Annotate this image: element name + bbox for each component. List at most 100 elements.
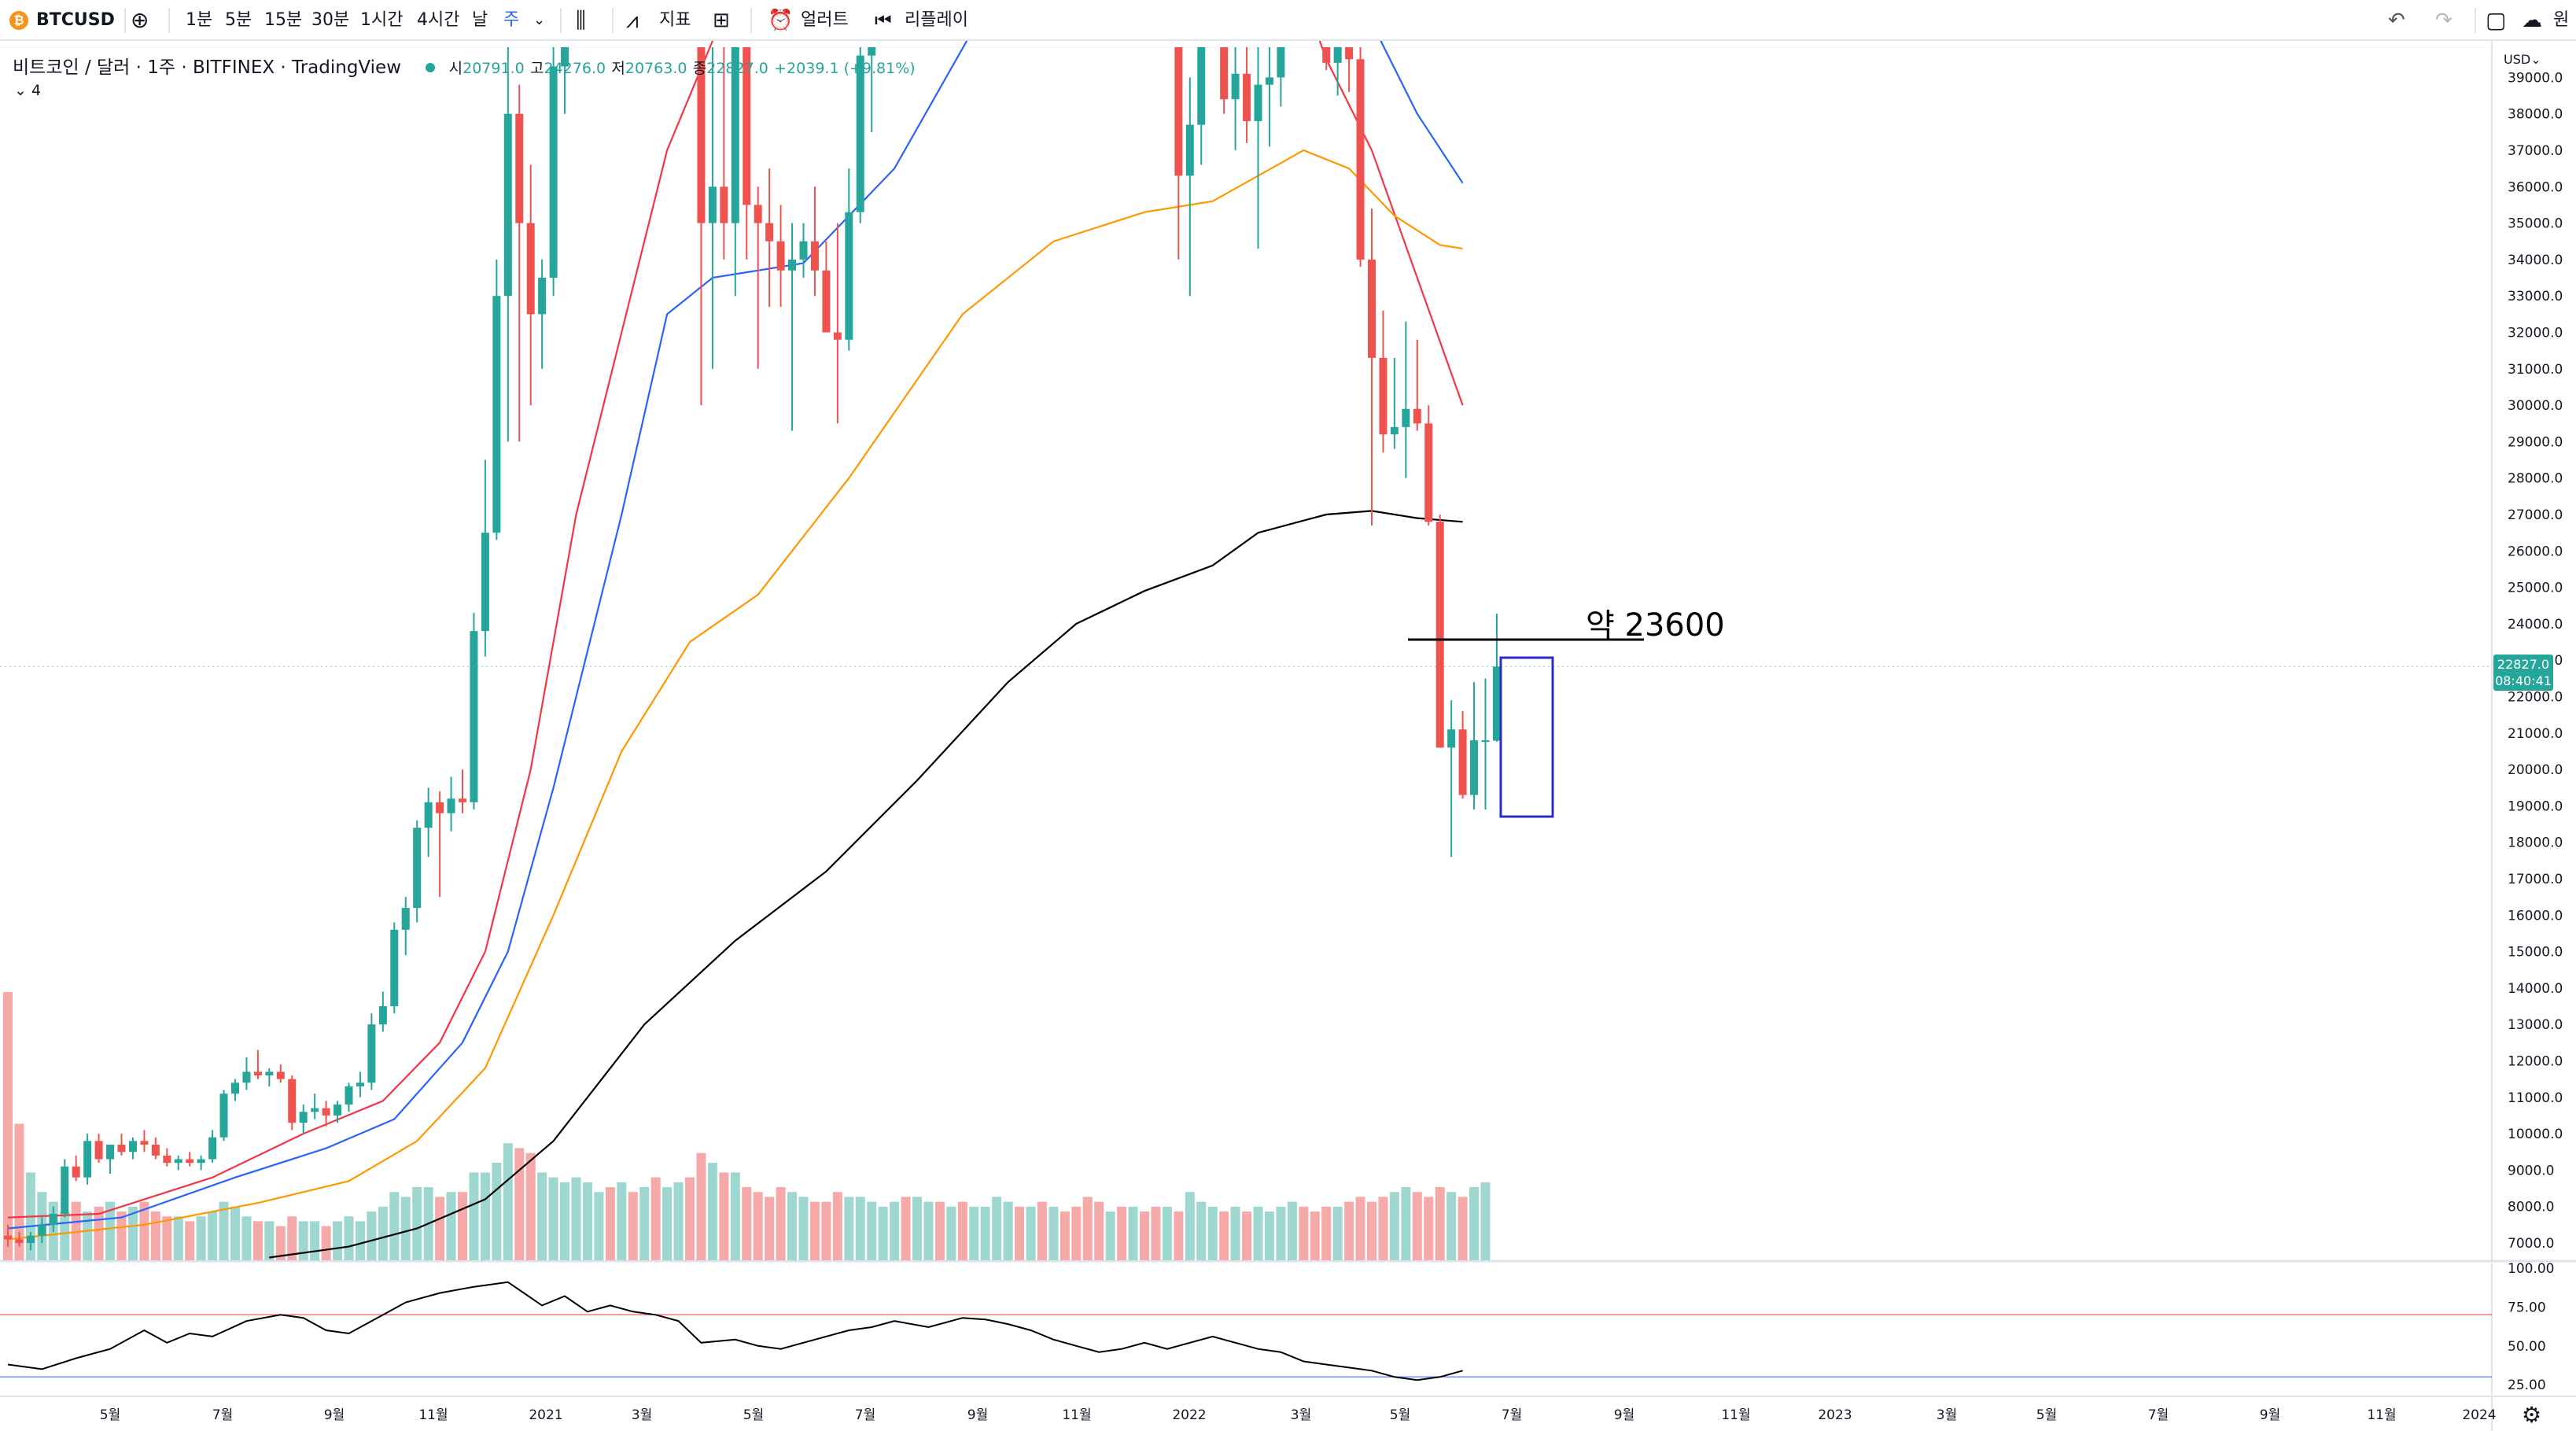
volume-bar — [1003, 1201, 1013, 1260]
replay-icon[interactable]: ⏮ — [875, 9, 892, 31]
interval-1min[interactable]: 1분 — [186, 10, 213, 30]
price-grid — [0, 41, 2576, 1431]
price-tick-label: 17000.0 — [2508, 872, 2563, 887]
candle-body — [265, 1071, 274, 1076]
volume-bar — [446, 1192, 456, 1260]
interval-day[interactable]: 날 — [472, 10, 488, 30]
price-tick-label: 31000.0 — [2508, 362, 2563, 378]
indicators-icon[interactable]: ⩘ — [626, 7, 639, 33]
price-tick-label: 30000.0 — [2508, 398, 2563, 414]
alerts-button[interactable]: 얼러트 — [801, 10, 849, 30]
candle-body — [561, 47, 569, 67]
cloud-save-label[interactable]: 원 — [2553, 10, 2570, 30]
interval-30min[interactable]: 30분 — [311, 10, 350, 30]
plus-circle-icon[interactable]: ⊕ — [131, 7, 149, 33]
volume-bar — [901, 1197, 911, 1260]
candle-body — [1220, 47, 1229, 100]
candle-body — [1322, 47, 1331, 63]
replay-button[interactable]: 리플레이 — [905, 10, 968, 30]
volume-bar — [1037, 1201, 1047, 1260]
time-tick-label: 5월 — [1390, 1407, 1410, 1423]
volume-bar — [321, 1226, 331, 1260]
layout-icon[interactable]: ⊞ — [713, 9, 730, 32]
price-tick-label: 27000.0 — [2508, 507, 2563, 523]
candle-body — [720, 186, 728, 223]
time-tick-label: 3월 — [1291, 1407, 1311, 1423]
candle-body — [538, 278, 547, 315]
volume-bar — [821, 1201, 831, 1260]
candle-body — [447, 798, 455, 813]
market-status-icon — [426, 62, 436, 72]
drawing-tools[interactable] — [1408, 638, 1644, 818]
volume-bar — [639, 1187, 650, 1260]
volume-bar — [503, 1143, 513, 1260]
top-toolbar: ₿ BTCUSD ⊕ 1분 5분 15분 30분 1시간 4시간 날 주 ⌄ ⫼… — [0, 0, 2576, 41]
volume-bar — [617, 1182, 627, 1260]
chevron-down-icon: ⌄ — [14, 82, 31, 99]
bar-countdown: 08:40:41 — [2495, 673, 2552, 688]
gear-icon[interactable]: ⚙ — [2522, 1402, 2542, 1428]
volume-bar — [412, 1187, 422, 1260]
redo-icon[interactable]: ↷ — [2435, 9, 2453, 32]
high-value: 24276.0 — [544, 60, 606, 77]
candle-body — [15, 1239, 24, 1243]
price-tick-label: 14000.0 — [2508, 981, 2563, 997]
candle-body — [219, 1094, 228, 1138]
volume-bar — [150, 1212, 160, 1260]
close-value: 22827.0 — [706, 60, 768, 77]
undo-icon[interactable]: ↶ — [2388, 9, 2405, 32]
time-tick-label: 5월 — [743, 1407, 764, 1423]
volume-bar — [514, 1148, 525, 1260]
volume-bar — [1140, 1212, 1149, 1260]
candle-body — [1265, 77, 1273, 85]
candle-body — [1174, 47, 1183, 176]
moving-average-line — [269, 510, 1463, 1259]
candle-body — [1435, 522, 1444, 748]
time-tick-label: 2023 — [1818, 1407, 1852, 1423]
candle-body — [776, 241, 785, 271]
volume-bar — [333, 1221, 343, 1260]
candle-body — [503, 113, 512, 297]
interval-15min[interactable]: 15분 — [264, 10, 303, 30]
price-tick-label: 29000.0 — [2508, 434, 2563, 450]
candle-body — [174, 1159, 182, 1164]
alarm-icon[interactable]: ⏰ — [768, 9, 794, 32]
candle-body — [334, 1105, 342, 1116]
volume-bar — [696, 1153, 706, 1260]
indicators-button[interactable]: 지표 — [659, 10, 691, 30]
toolbar-divider — [124, 8, 126, 33]
candle-body — [345, 1086, 353, 1105]
volume-bar — [1174, 1212, 1184, 1260]
cloud-icon[interactable]: ☁ — [2522, 9, 2542, 32]
indicators-toggle[interactable]: ⌄ 4 — [14, 82, 41, 99]
candle-body — [94, 1141, 103, 1160]
interval-4hour[interactable]: 4시간 — [417, 10, 460, 30]
toolbar-divider — [2475, 8, 2476, 33]
rsi-panel — [0, 1281, 2492, 1381]
currency-selector[interactable]: USD⌄ — [2504, 52, 2541, 67]
interval-5min[interactable]: 5분 — [225, 10, 252, 30]
volume-bar — [1207, 1206, 1218, 1260]
volume-bar — [1060, 1212, 1070, 1260]
volume-bar — [571, 1177, 581, 1260]
fullscreen-icon[interactable]: ▢ — [2486, 7, 2507, 33]
candle-body — [106, 1144, 115, 1160]
chart-canvas[interactable]: 39000.0 38000.0 37000.0 36000.0 35000.0 34000… — [0, 41, 2576, 1431]
volume-bar — [480, 1172, 490, 1260]
price-tick-label: 10000.0 — [2508, 1127, 2563, 1142]
volume-bar — [650, 1177, 661, 1260]
volume-bar — [14, 1123, 24, 1260]
price-tick-label: 35000.0 — [2508, 216, 2563, 232]
highlight-box[interactable] — [1499, 656, 1554, 818]
volume-bar — [1355, 1197, 1365, 1260]
volume-bar — [742, 1187, 752, 1260]
volume-bar — [1424, 1197, 1434, 1260]
interval-week[interactable]: 주 — [503, 10, 520, 30]
chevron-down-icon[interactable]: ⌄ — [533, 12, 546, 28]
symbol-button[interactable]: BTCUSD — [36, 10, 115, 30]
volume-bar — [1276, 1206, 1286, 1260]
annotation-text[interactable]: 약 23600 — [1586, 607, 1725, 644]
volume-bar — [469, 1172, 479, 1260]
interval-1hour[interactable]: 1시간 — [360, 10, 404, 30]
candles-icon[interactable]: ⫼ — [576, 7, 586, 33]
